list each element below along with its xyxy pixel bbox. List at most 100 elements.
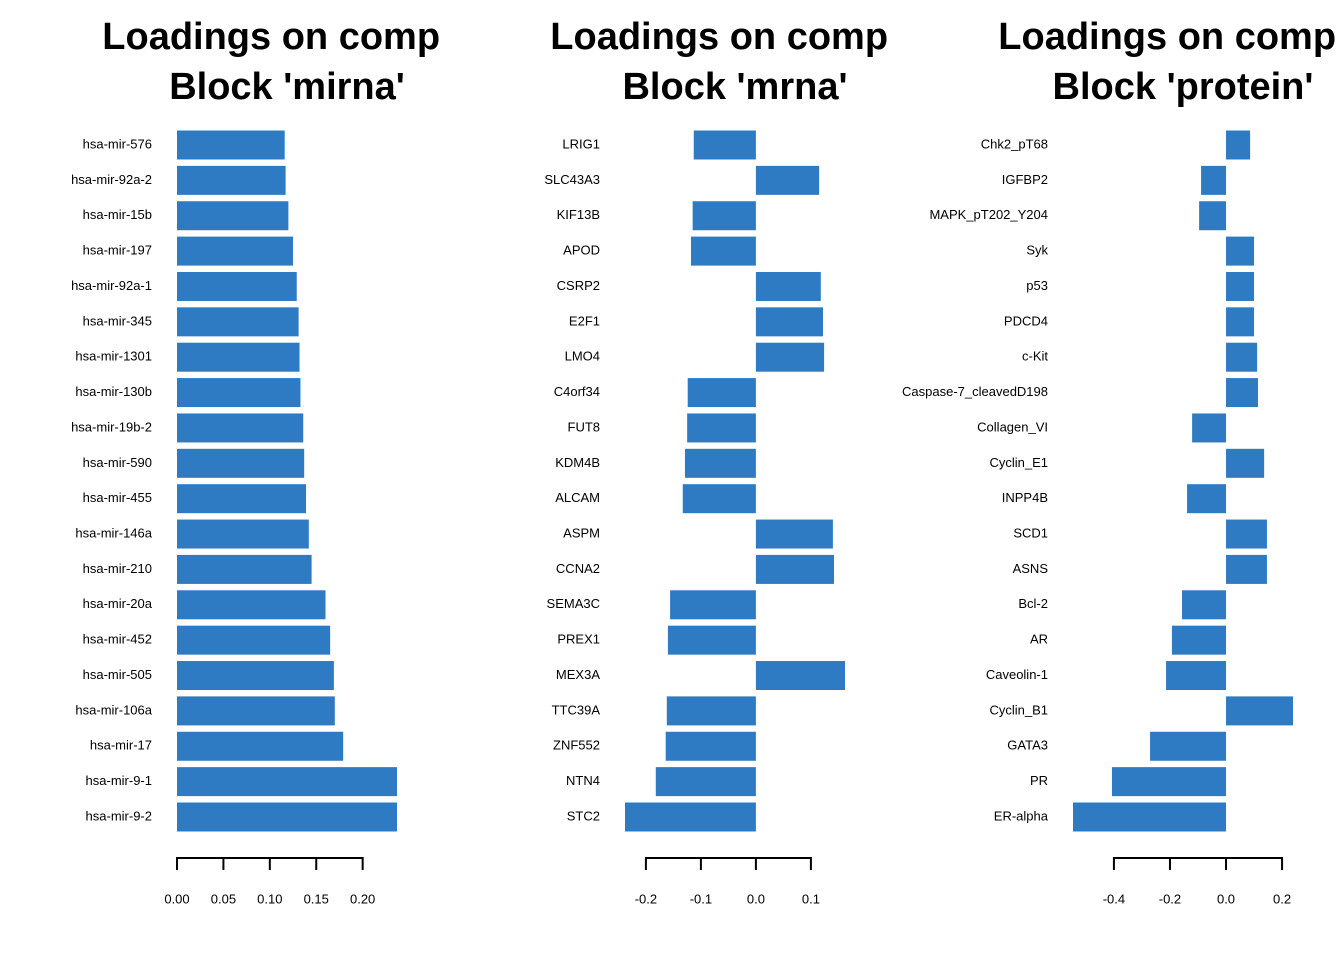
bar [1226, 554, 1267, 584]
category-label: PR [1030, 773, 1048, 788]
bar [1192, 413, 1227, 443]
category-label: Collagen_VI [977, 419, 1048, 434]
category-label: KIF13B [557, 207, 600, 222]
bar [1171, 625, 1227, 655]
category-label: hsa-mir-197 [83, 243, 152, 258]
chart-title: Loadings on comp 1 [102, 16, 471, 58]
chart-title: Loadings on comp 1 [998, 16, 1344, 58]
category-label: ALCAM [555, 490, 600, 505]
bar [177, 484, 307, 514]
panel: Loadings on comp 1 Block 'protein' Chk2_pT… [902, 16, 1344, 906]
bar [755, 271, 821, 301]
bar [1226, 696, 1293, 726]
bar [1201, 165, 1227, 195]
bar [1226, 378, 1258, 408]
category-label: TTC39A [552, 702, 601, 717]
panel: Loadings on comp 1 Block 'mirna' hsa-mir-5… [71, 16, 471, 906]
category-label: hsa-mir-9-1 [86, 773, 152, 788]
category-label: Chk2_pT68 [981, 136, 1048, 151]
bar [687, 413, 756, 443]
category-label: hsa-mir-20a [83, 596, 153, 611]
category-label: APOD [563, 243, 600, 258]
category-label: Caveolin-1 [986, 667, 1048, 682]
x-tick-label: 0.05 [211, 891, 236, 906]
bar [655, 767, 756, 797]
x-tick-label: 0.20 [350, 891, 375, 906]
bar [755, 519, 833, 549]
category-label: ER-alpha [994, 808, 1049, 823]
panel: Loadings on comp 1 Block 'mrna' LRIG1 SLC43… [544, 16, 919, 906]
category-label: LRIG1 [562, 136, 600, 151]
bar [755, 307, 823, 337]
chart-subtitle: Block 'mirna' [169, 66, 405, 108]
category-label: SEMA3C [547, 596, 600, 611]
bar [177, 271, 297, 301]
category-label: KDM4B [555, 455, 600, 470]
chart-subtitle: Block 'protein' [1053, 66, 1314, 108]
bar [755, 661, 845, 691]
bar [1226, 519, 1267, 549]
category-label: Cyclin_B1 [989, 702, 1048, 717]
category-label: PDCD4 [1004, 313, 1048, 328]
category-label: MAPK_pT202_Y204 [929, 207, 1048, 222]
category-label: PREX1 [557, 632, 600, 647]
bar [177, 519, 309, 549]
category-label: hsa-mir-455 [83, 490, 152, 505]
category-label: p53 [1026, 278, 1048, 293]
chart-title: Loadings on comp 1 [550, 16, 919, 58]
category-label: SCD1 [1013, 525, 1048, 540]
category-label: hsa-mir-210 [83, 561, 152, 576]
bar [177, 378, 301, 408]
category-label: hsa-mir-576 [83, 136, 152, 151]
category-label: AR [1030, 632, 1048, 647]
category-label: ASNS [1013, 561, 1049, 576]
bar [177, 767, 397, 797]
x-tick-label: -0.2 [635, 891, 657, 906]
category-label: LMO4 [565, 349, 600, 364]
category-label: INPP4B [1002, 490, 1048, 505]
category-label: hsa-mir-19b-2 [71, 419, 152, 434]
bar [177, 413, 304, 443]
bar [177, 165, 286, 195]
bar [1150, 731, 1227, 761]
x-tick-label: 0.2 [1273, 891, 1291, 906]
x-tick-label: 0.0 [1217, 891, 1235, 906]
bar [691, 236, 756, 266]
category-label: hsa-mir-452 [83, 632, 152, 647]
bar [177, 696, 335, 726]
category-label: hsa-mir-9-2 [86, 808, 152, 823]
category-label: CCNA2 [556, 561, 600, 576]
category-label: Bcl-2 [1018, 596, 1048, 611]
x-tick-label: 0.0 [747, 891, 765, 906]
bar [1182, 590, 1227, 620]
bar [1226, 342, 1258, 372]
category-label: Caspase-7_cleavedD198 [902, 384, 1048, 399]
category-label: hsa-mir-92a-1 [71, 278, 152, 293]
category-label: STC2 [567, 808, 600, 823]
bar [755, 554, 834, 584]
category-label: Syk [1026, 243, 1048, 258]
bar [667, 625, 756, 655]
bar [1226, 130, 1251, 160]
category-label: hsa-mir-17 [90, 738, 152, 753]
x-tick-label: -0.2 [1159, 891, 1181, 906]
x-tick-label: -0.1 [690, 891, 712, 906]
bar [666, 696, 756, 726]
category-label: MEX3A [556, 667, 600, 682]
bar [755, 165, 820, 195]
bar [177, 661, 334, 691]
bar [177, 448, 305, 478]
bar [177, 625, 331, 655]
bar [670, 590, 756, 620]
bar [177, 802, 397, 832]
category-label: hsa-mir-590 [83, 455, 152, 470]
category-label: FUT8 [568, 419, 601, 434]
category-label: ZNF552 [553, 738, 600, 753]
x-tick-label: 0.15 [304, 891, 329, 906]
bar [692, 201, 756, 231]
bar [687, 378, 756, 408]
bar [1199, 201, 1227, 231]
category-label: hsa-mir-1301 [75, 349, 152, 364]
bar [1226, 236, 1255, 266]
category-label: hsa-mir-146a [75, 525, 152, 540]
